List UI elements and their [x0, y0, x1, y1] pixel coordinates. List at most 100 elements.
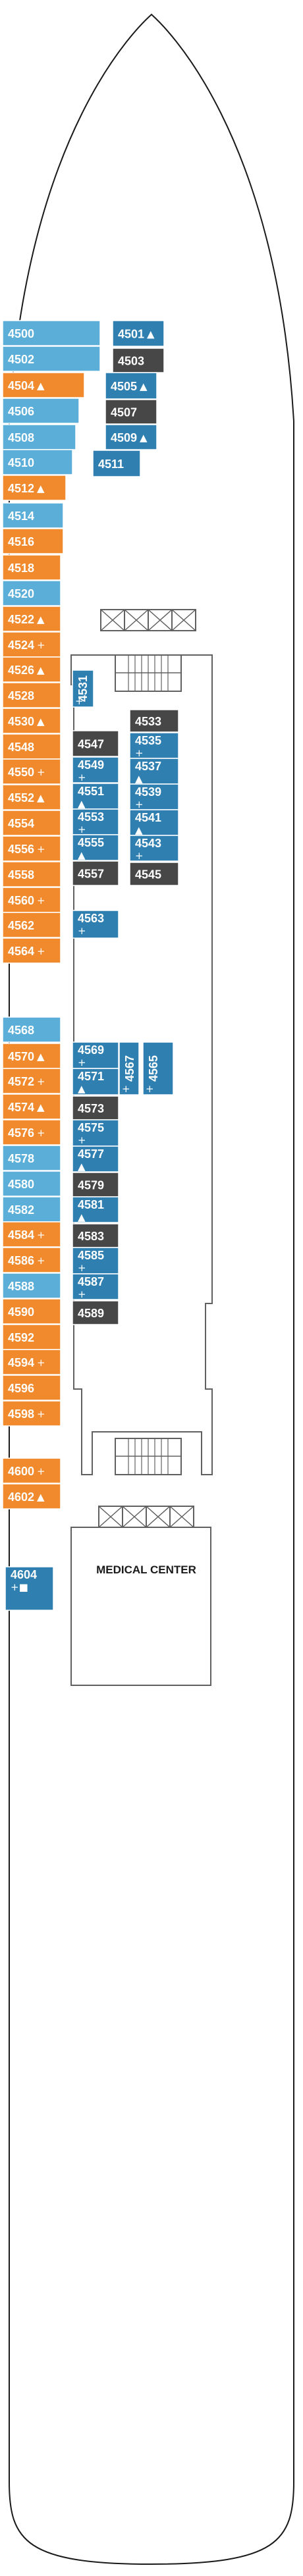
- cabin-4545[interactable]: 4545: [129, 862, 179, 886]
- cabin-block[interactable]: [129, 758, 179, 785]
- cabin-4508[interactable]: 4508: [2, 424, 76, 450]
- cabin-block[interactable]: [2, 1196, 61, 1222]
- cabin-4586[interactable]: 4586 +: [2, 1247, 61, 1273]
- cabin-4509[interactable]: 4509 ▲: [105, 424, 157, 450]
- cabin-4578[interactable]: 4578: [2, 1145, 61, 1171]
- cabin-4590[interactable]: 4590: [2, 1298, 61, 1325]
- cabin-4524[interactable]: 4524 +: [2, 631, 61, 658]
- cabin-4567[interactable]: 4567+: [119, 1041, 140, 1095]
- cabin-4551[interactable]: 4551▲: [72, 783, 119, 810]
- cabin-block[interactable]: [129, 732, 179, 759]
- cabin-block[interactable]: [2, 810, 61, 836]
- cabin-block[interactable]: [72, 1247, 119, 1275]
- cabin-block[interactable]: [129, 709, 179, 733]
- cabin-4582[interactable]: 4582: [2, 1196, 61, 1222]
- cabin-4539[interactable]: 4539+: [129, 783, 179, 810]
- cabin-block[interactable]: [105, 424, 157, 450]
- cabin-block[interactable]: [2, 580, 61, 606]
- cabin-4588[interactable]: 4588: [2, 1273, 61, 1299]
- cabin-4574[interactable]: 4574 ▲: [2, 1093, 61, 1120]
- cabin-4580[interactable]: 4580: [2, 1170, 61, 1197]
- cabin-block[interactable]: [2, 656, 61, 683]
- cabin-block[interactable]: [5, 1566, 54, 1611]
- cabin-block[interactable]: [2, 835, 61, 862]
- cabin-4571[interactable]: 4571▲: [72, 1068, 119, 1095]
- cabin-4526[interactable]: 4526 ▲: [2, 656, 61, 683]
- cabin-block[interactable]: [105, 399, 157, 425]
- cabin-4556[interactable]: 4556 +: [2, 835, 61, 862]
- cabin-4577[interactable]: 4577▲: [72, 1145, 119, 1172]
- cabin-block[interactable]: [2, 1043, 61, 1069]
- cabin-4541[interactable]: 4541▲: [129, 809, 179, 836]
- cabin-4510[interactable]: 4510: [2, 449, 73, 475]
- cabin-block[interactable]: [129, 862, 179, 886]
- cabin-block[interactable]: [129, 835, 179, 862]
- cabin-4537[interactable]: 4537▲: [129, 758, 179, 785]
- cabin-4543[interactable]: 4543+: [129, 835, 179, 862]
- cabin-block[interactable]: [72, 1119, 119, 1147]
- cabin-4576[interactable]: 4576 +: [2, 1119, 61, 1145]
- cabin-block[interactable]: [2, 1273, 61, 1299]
- cabin-4579[interactable]: 4579: [72, 1172, 119, 1197]
- cabin-block[interactable]: [72, 756, 119, 783]
- cabin-block[interactable]: [2, 1483, 61, 1510]
- cabin-block[interactable]: [72, 1095, 119, 1120]
- cabin-4584[interactable]: 4584 +: [2, 1221, 61, 1248]
- cabin-4505[interactable]: 4505 ▲: [105, 372, 157, 400]
- cabin-block[interactable]: [72, 670, 94, 708]
- cabin-4516[interactable]: 4516: [2, 528, 64, 554]
- cabin-block[interactable]: [2, 708, 61, 734]
- cabin-block[interactable]: [2, 1298, 61, 1325]
- cabin-block[interactable]: [2, 475, 67, 501]
- cabin-4518[interactable]: 4518: [2, 554, 61, 581]
- cabin-4572[interactable]: 4572 +: [2, 1068, 61, 1094]
- cabin-block[interactable]: [112, 320, 165, 347]
- cabin-4522[interactable]: 4522 ▲: [2, 606, 61, 632]
- cabin-block[interactable]: [92, 450, 141, 477]
- cabin-block[interactable]: [72, 1041, 119, 1069]
- cabin-4531[interactable]: 4531+: [72, 670, 94, 708]
- cabin-block[interactable]: [2, 346, 101, 372]
- cabin-block[interactable]: [2, 320, 101, 346]
- cabin-block[interactable]: [2, 1458, 61, 1484]
- cabin-block[interactable]: [2, 887, 61, 913]
- cabin-block[interactable]: [2, 1016, 61, 1043]
- cabin-4552[interactable]: 4552 ▲: [2, 784, 61, 810]
- cabin-4512[interactable]: 4512 ▲: [2, 475, 67, 501]
- cabin-block[interactable]: [105, 372, 157, 400]
- cabin-4500[interactable]: 4500: [2, 320, 101, 346]
- cabin-4602[interactable]: 4602 ▲: [2, 1483, 61, 1510]
- cabin-4528[interactable]: 4528: [2, 682, 61, 708]
- cabin-block[interactable]: [72, 910, 119, 939]
- cabin-4592[interactable]: 4592: [2, 1324, 61, 1350]
- cabin-block[interactable]: [112, 348, 165, 373]
- cabin-block[interactable]: [2, 424, 76, 450]
- cabin-block[interactable]: [72, 1223, 119, 1248]
- cabin-4501[interactable]: 4501 ▲: [112, 320, 165, 347]
- cabin-block[interactable]: [72, 730, 119, 757]
- cabin-block[interactable]: [2, 449, 73, 475]
- cabin-4570[interactable]: 4570 ▲: [2, 1043, 61, 1069]
- cabin-4548[interactable]: 4548: [2, 733, 61, 760]
- cabin-4604[interactable]: 4604+■: [5, 1566, 54, 1611]
- cabin-4554[interactable]: 4554: [2, 810, 61, 836]
- cabin-4503[interactable]: 4503: [112, 348, 165, 373]
- cabin-block[interactable]: [2, 1221, 61, 1248]
- cabin-4506[interactable]: 4506: [2, 398, 80, 424]
- cabin-block[interactable]: [72, 1273, 119, 1300]
- cabin-block[interactable]: [129, 783, 179, 810]
- cabin-block[interactable]: [2, 1247, 61, 1273]
- cabin-block[interactable]: [72, 1145, 119, 1172]
- cabin-4562[interactable]: 4562: [2, 912, 61, 938]
- cabin-block[interactable]: [72, 1172, 119, 1197]
- cabin-4530[interactable]: 4530 ▲: [2, 708, 61, 734]
- cabin-4533[interactable]: 4533: [129, 709, 179, 733]
- cabin-block[interactable]: [2, 1349, 61, 1375]
- cabin-block[interactable]: [2, 912, 61, 938]
- cabin-block[interactable]: [72, 1300, 119, 1325]
- cabin-block[interactable]: [72, 1068, 119, 1095]
- cabin-4550[interactable]: 4550 +: [2, 758, 61, 785]
- cabin-block[interactable]: [2, 1093, 61, 1120]
- cabin-4514[interactable]: 4514: [2, 502, 64, 529]
- cabin-4573[interactable]: 4573: [72, 1095, 119, 1120]
